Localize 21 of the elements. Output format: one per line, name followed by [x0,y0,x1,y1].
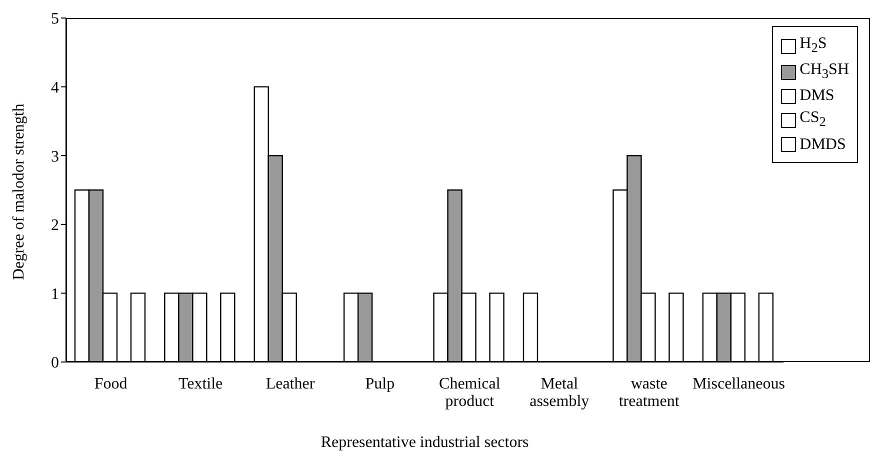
y-tick-label: 4 [51,79,59,96]
y-tick-label: 0 [51,354,59,372]
x-tick-label: Metal assembly [530,375,590,410]
y-tick-label: 2 [51,217,59,234]
legend-label: DMS [800,86,834,106]
x-tick-label: waste treatment [618,375,680,410]
x-tick-label: Leather [266,375,316,392]
x-tick-label: Chemical product [439,375,501,410]
legend-label: CH$_{3}$SH [800,60,849,84]
y-axis-title: Degree of malodor strength [10,104,28,280]
y-tick-label: 3 [51,148,59,166]
y-tick-label: 5 [51,10,59,28]
legend-label: H$_{2}$S [800,34,827,58]
legend-label: DMDS [800,134,846,155]
x-tick-label: Textile [178,375,223,392]
legend-label: CS$_{2}$ [800,108,826,132]
x-tick-label: Food [94,375,128,392]
x-tick-label: Pulp [365,375,395,392]
y-tick-label: 1 [51,286,59,303]
x-axis-title: Representative industrial sectors [320,434,529,451]
x-tick-label: Miscellaneous [692,375,785,392]
